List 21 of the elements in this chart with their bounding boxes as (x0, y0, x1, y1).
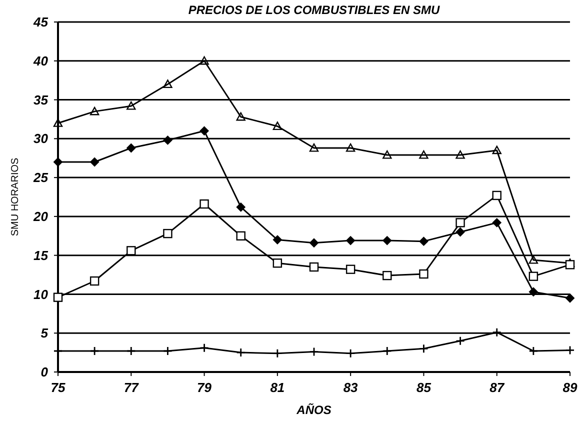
y-tick-label: 10 (34, 286, 49, 302)
y-tick-label: 25 (32, 170, 49, 186)
y-tick-label: 0 (40, 364, 49, 380)
x-tick-label: 85 (416, 380, 432, 395)
x-tick-label: 81 (270, 380, 285, 395)
x-tick-label: 87 (490, 380, 505, 395)
x-tick-label: 89 (562, 380, 578, 395)
y-tick-label: 20 (32, 208, 49, 224)
x-tick-label: 75 (50, 380, 66, 395)
y-tick-label: 35 (34, 92, 49, 108)
y-tick-label: 40 (32, 53, 49, 68)
y-tick-label: 45 (32, 14, 49, 30)
y-tick-label: 5 (40, 326, 49, 341)
y-axis-title: SMU HORARIOS (10, 158, 21, 236)
x-axis-title: AÑOS (296, 403, 332, 417)
x-tick-label: 83 (343, 380, 359, 395)
y-tick-label: 15 (34, 248, 49, 263)
y-tick-label: 30 (34, 131, 49, 146)
chart-title: PRECIOS DE LOS COMBUSTIBLES EN SMU (188, 3, 440, 17)
x-tick-label: 77 (124, 380, 140, 395)
x-tick-label: 79 (197, 380, 212, 395)
